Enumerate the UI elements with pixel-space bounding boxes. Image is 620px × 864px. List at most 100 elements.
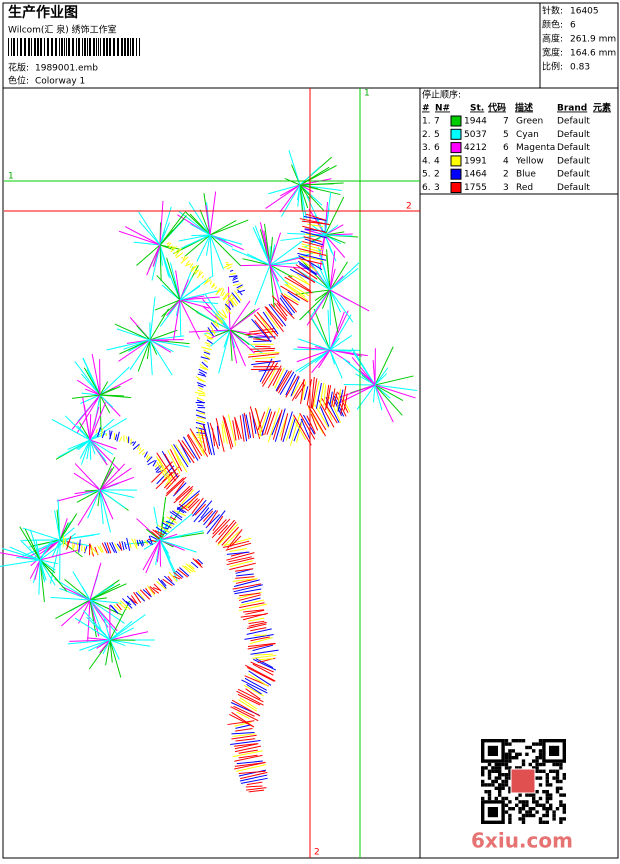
qr-cell — [508, 817, 511, 820]
qr-finder — [549, 746, 559, 756]
qr-cell — [491, 780, 494, 783]
cell: Default — [557, 183, 590, 193]
qr-cell — [542, 790, 545, 793]
column-header: 描述 — [515, 102, 533, 114]
qr-cell — [529, 810, 532, 813]
qr-cell — [539, 821, 542, 824]
bar-line — [100, 38, 101, 56]
column-header: 元素 — [593, 102, 611, 114]
qr-cell — [505, 804, 508, 807]
qr-cell — [559, 763, 562, 766]
qr-finder — [488, 807, 498, 817]
qr-cell — [552, 814, 555, 817]
qr-cell — [505, 739, 508, 742]
qr-cell — [481, 783, 484, 786]
qr-cell — [546, 776, 549, 779]
cell: 6. — [422, 183, 431, 193]
qr-cell — [559, 780, 562, 783]
qr-cell — [508, 753, 511, 756]
qr-cell — [508, 759, 511, 762]
qr-cell — [539, 797, 542, 800]
qr-cell — [508, 800, 511, 803]
qr-cell — [495, 797, 498, 800]
qr-cell — [508, 814, 511, 817]
info-value: 0.83 — [570, 63, 590, 73]
bar-line — [24, 38, 26, 56]
qr-cell — [505, 756, 508, 759]
qr-cell — [535, 790, 538, 793]
cell: Default — [557, 130, 590, 140]
qr-cell — [563, 817, 566, 820]
stitch — [253, 341, 272, 342]
qr-cell — [563, 804, 566, 807]
info-label: 高度: — [542, 33, 563, 45]
bar-line — [17, 38, 18, 56]
guide-label: 2 — [314, 848, 320, 858]
column-header: 代码 — [487, 102, 506, 114]
qr-cell — [488, 797, 491, 800]
bar-line — [59, 38, 60, 56]
qr-cell — [505, 773, 508, 776]
qr-cell — [549, 797, 552, 800]
qr-cell — [488, 763, 491, 766]
cell: 7 — [434, 117, 440, 127]
bar-line — [117, 38, 119, 56]
cell: 7 — [503, 117, 509, 127]
qr-cell — [549, 783, 552, 786]
qr-cell — [542, 814, 545, 817]
qr-cell — [522, 804, 525, 807]
qr-cell — [563, 810, 566, 813]
qr-cell — [529, 763, 532, 766]
qr-cell — [535, 770, 538, 773]
bar-line — [82, 38, 83, 56]
cell: 3 — [503, 183, 509, 193]
qr-cell — [546, 800, 549, 803]
bar-line — [34, 38, 36, 56]
cell: 1. — [422, 117, 431, 127]
qr-cell — [501, 780, 504, 783]
qr-cell — [559, 804, 562, 807]
qr-cell — [505, 783, 508, 786]
qr-cell — [498, 776, 501, 779]
bar-line — [124, 38, 126, 56]
bar-line — [78, 38, 80, 56]
cell: 2 — [434, 170, 440, 180]
qr-finder — [488, 746, 498, 756]
qr-cell — [518, 800, 521, 803]
guide-label: 1 — [364, 89, 370, 99]
qr-cell — [501, 783, 504, 786]
bar-line — [127, 38, 129, 56]
bar-line — [98, 38, 99, 56]
qr-cell — [518, 810, 521, 813]
qr-cell — [518, 753, 521, 756]
qr-cell — [556, 790, 559, 793]
cell: 1464 — [464, 170, 487, 180]
qr-cell — [552, 776, 555, 779]
column-header: Brand — [557, 104, 587, 114]
qr-cell — [552, 817, 555, 820]
qr-cell — [535, 766, 538, 769]
qr-cell — [542, 763, 545, 766]
cell: 3. — [422, 143, 431, 153]
qr-cell — [495, 776, 498, 779]
qr-cell — [563, 773, 566, 776]
qr-cell — [529, 814, 532, 817]
cell: 4 — [434, 156, 440, 166]
qr-cell — [546, 783, 549, 786]
stitch — [205, 278, 206, 279]
cell: 1755 — [464, 183, 487, 193]
cell: Yellow — [515, 156, 544, 166]
qr-cell — [501, 797, 504, 800]
qr-cell — [525, 800, 528, 803]
qr-cell — [495, 766, 498, 769]
qr-cell — [535, 763, 538, 766]
qr-cell — [542, 807, 545, 810]
qr-cell — [481, 780, 484, 783]
qr-cell — [535, 810, 538, 813]
qr-cell — [505, 753, 508, 756]
qr-cell — [535, 742, 538, 745]
qr-cell — [563, 807, 566, 810]
qr-cell — [532, 797, 535, 800]
qr-cell — [535, 756, 538, 759]
